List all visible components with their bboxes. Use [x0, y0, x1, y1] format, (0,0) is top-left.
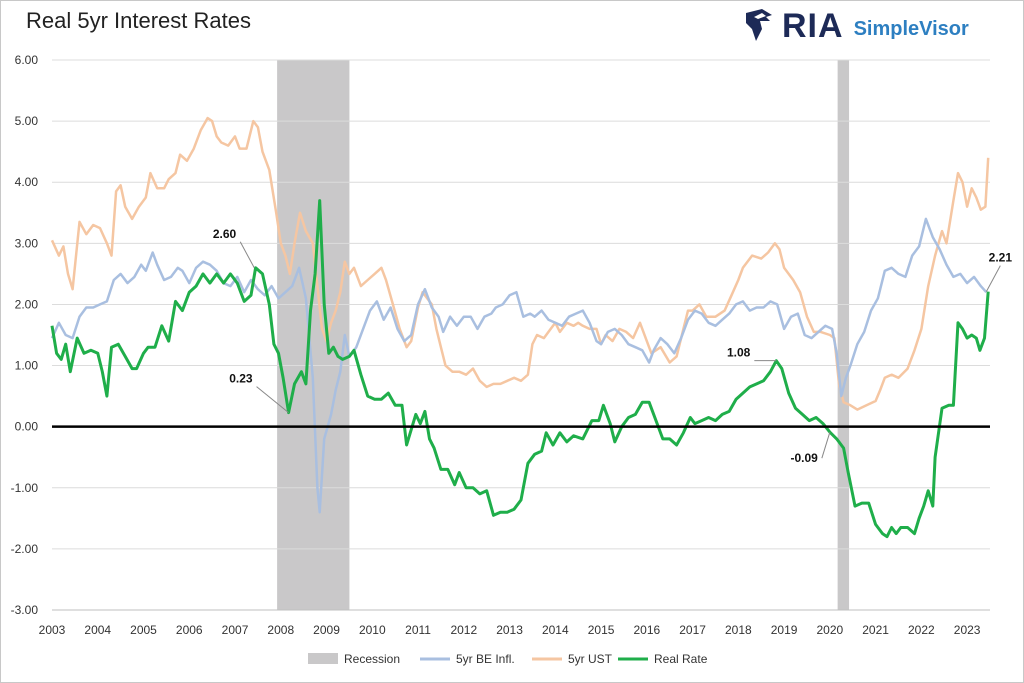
- annotation-leader: [821, 432, 831, 459]
- recession-bands: [277, 60, 850, 610]
- annotation-leader: [239, 241, 255, 269]
- annotation-label: 2.60: [213, 227, 237, 241]
- chart-title: Real 5yr Interest Rates: [26, 8, 251, 33]
- y-tick-label: 5.00: [15, 114, 39, 128]
- x-tick-label: 2021: [862, 623, 889, 637]
- x-tick-label: 2020: [817, 623, 844, 637]
- y-tick-label: 3.00: [15, 236, 39, 250]
- x-tick-label: 2015: [588, 623, 615, 637]
- x-tick-label: 2012: [450, 623, 477, 637]
- x-tick-label: 2011: [405, 623, 431, 637]
- legend-label: Real Rate: [654, 652, 708, 666]
- gridlines: [52, 59, 990, 611]
- legend-label: 5yr BE Infl.: [456, 652, 515, 666]
- x-tick-label: 2006: [176, 623, 203, 637]
- legend-label: Recession: [344, 652, 400, 666]
- series-lines: [50, 116, 990, 539]
- annotation-label: -0.09: [790, 451, 818, 465]
- y-tick-label: 2.00: [15, 297, 39, 311]
- x-tick-label: 2004: [84, 623, 111, 637]
- y-tick-label: -1.00: [11, 481, 39, 495]
- x-tick-label: 2014: [542, 623, 569, 637]
- brand-simplevisor: SimpleVisor: [853, 17, 969, 40]
- legend-label: 5yr UST: [568, 652, 613, 666]
- x-tick-label: 2019: [771, 623, 798, 637]
- recession-band: [277, 60, 350, 610]
- y-tick-label: 1.00: [15, 359, 39, 373]
- y-tick-label: 4.00: [15, 175, 39, 189]
- x-tick-label: 2023: [954, 623, 981, 637]
- x-tick-label: 2017: [679, 623, 706, 637]
- x-tick-label: 2018: [725, 623, 752, 637]
- x-tick-label: 2010: [359, 623, 386, 637]
- x-tick-label: 2022: [908, 623, 935, 637]
- brand-ria: RIA: [782, 6, 844, 45]
- eagle-icon: [746, 9, 772, 41]
- series-line-real-rate: [50, 199, 990, 539]
- x-tick-label: 2009: [313, 623, 340, 637]
- x-tick-label: 2005: [130, 623, 157, 637]
- y-tick-label: 6.00: [15, 53, 39, 67]
- x-tick-label: 2007: [222, 623, 249, 637]
- annotation-leader: [985, 265, 1001, 292]
- legend-swatch-recession: [308, 653, 338, 664]
- legend: Recession 5yr BE Infl. 5yr UST Real Rate: [308, 652, 708, 666]
- annotation-label: 2.21: [989, 251, 1013, 265]
- y-tick-label: -3.00: [11, 603, 39, 617]
- x-tick-label: 2008: [267, 623, 294, 637]
- x-tick-label: 2003: [39, 623, 66, 637]
- y-tick-label: 0.00: [15, 420, 39, 434]
- series-line-5yr-be-infl: [50, 217, 988, 514]
- brand-logo: RIA SimpleVisor: [742, 6, 969, 46]
- annotations: 2.60 0.23 1.08 -0.09 2.21: [213, 227, 1012, 465]
- y-tick-label: -2.00: [11, 542, 39, 556]
- axis-labels: 6.00 5.00 4.00 3.00 2.00 1.00 0.00 -1.00 -2.00 -3…: [11, 53, 981, 637]
- annotation-label: 0.23: [229, 372, 253, 386]
- x-tick-label: 2013: [496, 623, 523, 637]
- recession-band: [837, 60, 850, 610]
- annotation-leader: [256, 386, 289, 413]
- x-tick-label: 2016: [633, 623, 660, 637]
- annotation-label: 1.08: [727, 346, 751, 360]
